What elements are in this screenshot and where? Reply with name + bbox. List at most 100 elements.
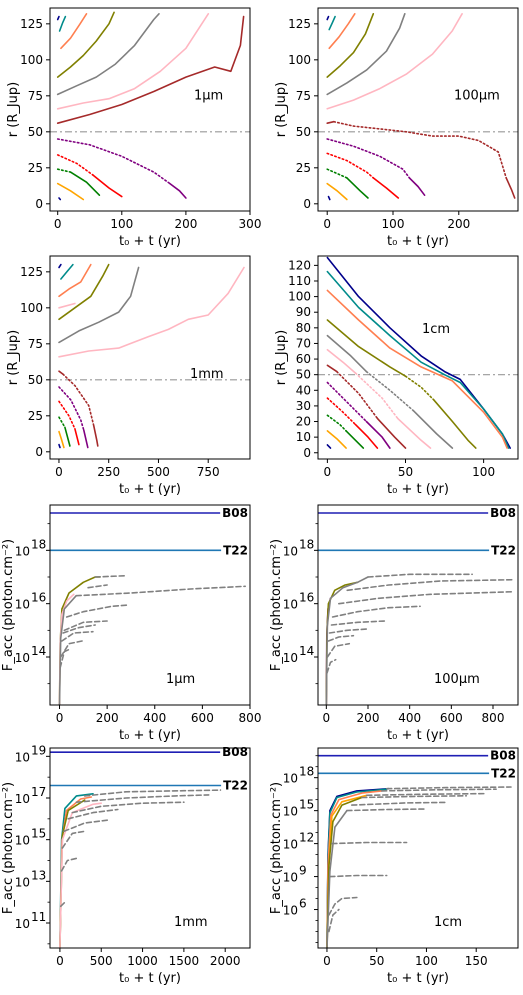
series-line (92, 174, 123, 198)
y-tick-label: 75 (296, 89, 311, 103)
series-line (328, 896, 358, 916)
y-tick-exponent: 17 (31, 785, 46, 799)
series-line (65, 604, 130, 618)
y-tick-label: 75 (28, 337, 43, 351)
reference-label-bg (221, 542, 250, 559)
series-line (59, 648, 71, 669)
y-tick-label: 50 (296, 125, 311, 139)
x-tick-label: 800 (239, 711, 262, 725)
x-tick-label: 600 (440, 711, 463, 725)
reference-label: T22 (491, 543, 516, 557)
series-line (346, 177, 369, 199)
series-line (360, 794, 468, 799)
y-tick-label: 0 (35, 197, 43, 211)
y-tick-label: 10 (15, 651, 30, 665)
reference-label-bg (488, 747, 518, 764)
series-line (329, 874, 388, 878)
y-tick-label: 25 (28, 161, 43, 175)
plot-area (318, 13, 518, 201)
y-tick-label: 110 (288, 274, 311, 288)
x-tick-label: 300 (239, 217, 262, 231)
x-axis-label: t₀ + t (yr) (387, 234, 449, 249)
x-tick-label: 0 (323, 954, 331, 968)
series-line (56, 168, 72, 173)
series-line (326, 13, 375, 78)
axes-frame (317, 7, 519, 212)
y-tick-exponent: 18 (299, 765, 314, 779)
series-line (408, 177, 426, 196)
x-axis-label: t₀ + t (yr) (387, 971, 449, 986)
series-line (328, 908, 340, 933)
panel-3: 0 250 500 750 0 25 50 75 100 125 t₀ + t (yr) r (R_J… (6, 255, 251, 497)
series-line (56, 13, 210, 110)
series-line (58, 443, 61, 449)
x-tick-label: 400 (143, 711, 166, 725)
y-axis-label: r (R_Jup) (6, 82, 21, 137)
y-tick-label: 10 (15, 875, 30, 889)
series-line (326, 364, 338, 373)
x-tick-label: 500 (147, 465, 170, 479)
y-axis-label: r (R_Jup) (274, 82, 289, 137)
series-line (326, 790, 383, 948)
series-line (75, 794, 210, 804)
series-line (331, 605, 421, 618)
x-tick-label: 200 (447, 217, 470, 231)
y-tick-label: 10 (283, 871, 298, 885)
axes-frame (49, 504, 251, 706)
series-line (354, 423, 379, 449)
series-line (376, 417, 407, 449)
x-tick-label: 2000 (210, 954, 241, 968)
y-tick-label: 10 (15, 544, 30, 558)
plot-area (50, 263, 250, 449)
x-tick-label: 250 (97, 465, 120, 479)
x-tick-label: 100 (415, 954, 438, 968)
axes-frame (49, 747, 251, 949)
series-line (326, 642, 351, 658)
series-line (61, 630, 94, 642)
y-tick-exponent: 16 (31, 591, 46, 605)
y-tick-label: 125 (288, 17, 311, 31)
y-tick-label: 50 (28, 373, 43, 387)
series-line (328, 13, 356, 50)
series-line (330, 620, 386, 626)
y-tick-exponent: 13 (31, 868, 46, 882)
y-axis-label: r (R_Jup) (6, 330, 21, 385)
y-tick-label: 50 (28, 125, 43, 139)
y-tick-exponent: 18 (299, 537, 314, 551)
y-axis-label: F_acc (photon.cm⁻²) (1, 539, 16, 671)
y-tick-label: 10 (283, 651, 298, 665)
series-line (385, 786, 512, 790)
panel-1: 0 100 200 300 0 25 50 75 100 125 t₀ + t (yr) r (R_J… (6, 7, 262, 249)
y-tick-exponent: 15 (299, 798, 314, 812)
series-line (60, 263, 74, 280)
series-line (58, 15, 67, 32)
series-line (60, 13, 88, 50)
x-axis-label: t₀ + t (yr) (387, 482, 449, 497)
series-line (60, 857, 78, 872)
series-line (367, 573, 474, 578)
series-line (505, 177, 516, 199)
series-line (59, 796, 93, 948)
panel-annotation: 1mm (190, 367, 224, 382)
y-tick-label: 0 (303, 197, 311, 211)
series-line (326, 414, 347, 432)
panel-annotation: 1cm (434, 915, 462, 930)
axes-frame (317, 504, 519, 706)
series-line (346, 578, 515, 592)
x-tick-label: 100 (110, 217, 133, 231)
series-line (404, 375, 435, 401)
panel-annotation: 1μm (166, 672, 195, 687)
series-line (380, 788, 497, 792)
y-tick-label: 100 (288, 290, 311, 304)
series-line (56, 182, 85, 201)
series-line (326, 319, 407, 378)
y-tick-label: 10 (283, 598, 298, 612)
reference-label: B08 (222, 745, 248, 759)
series-line (56, 11, 115, 78)
y-tick-label: 10 (296, 430, 311, 444)
axes-frame (49, 255, 251, 460)
series-line (326, 334, 368, 373)
series-line (365, 792, 488, 797)
